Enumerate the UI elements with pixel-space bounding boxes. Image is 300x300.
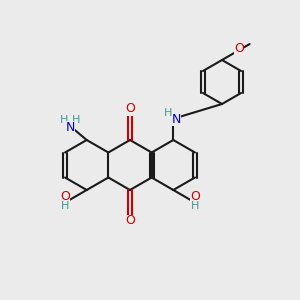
Text: N: N bbox=[172, 113, 181, 126]
Text: H: H bbox=[190, 201, 199, 211]
Text: O: O bbox=[60, 190, 70, 203]
Text: H: H bbox=[60, 115, 69, 125]
Text: O: O bbox=[125, 214, 135, 227]
Text: H: H bbox=[164, 108, 172, 118]
Text: H: H bbox=[72, 115, 81, 125]
Text: O: O bbox=[125, 103, 135, 116]
Text: H: H bbox=[61, 201, 69, 211]
Text: O: O bbox=[234, 42, 244, 55]
Text: O: O bbox=[190, 190, 200, 203]
Text: N: N bbox=[66, 121, 75, 134]
